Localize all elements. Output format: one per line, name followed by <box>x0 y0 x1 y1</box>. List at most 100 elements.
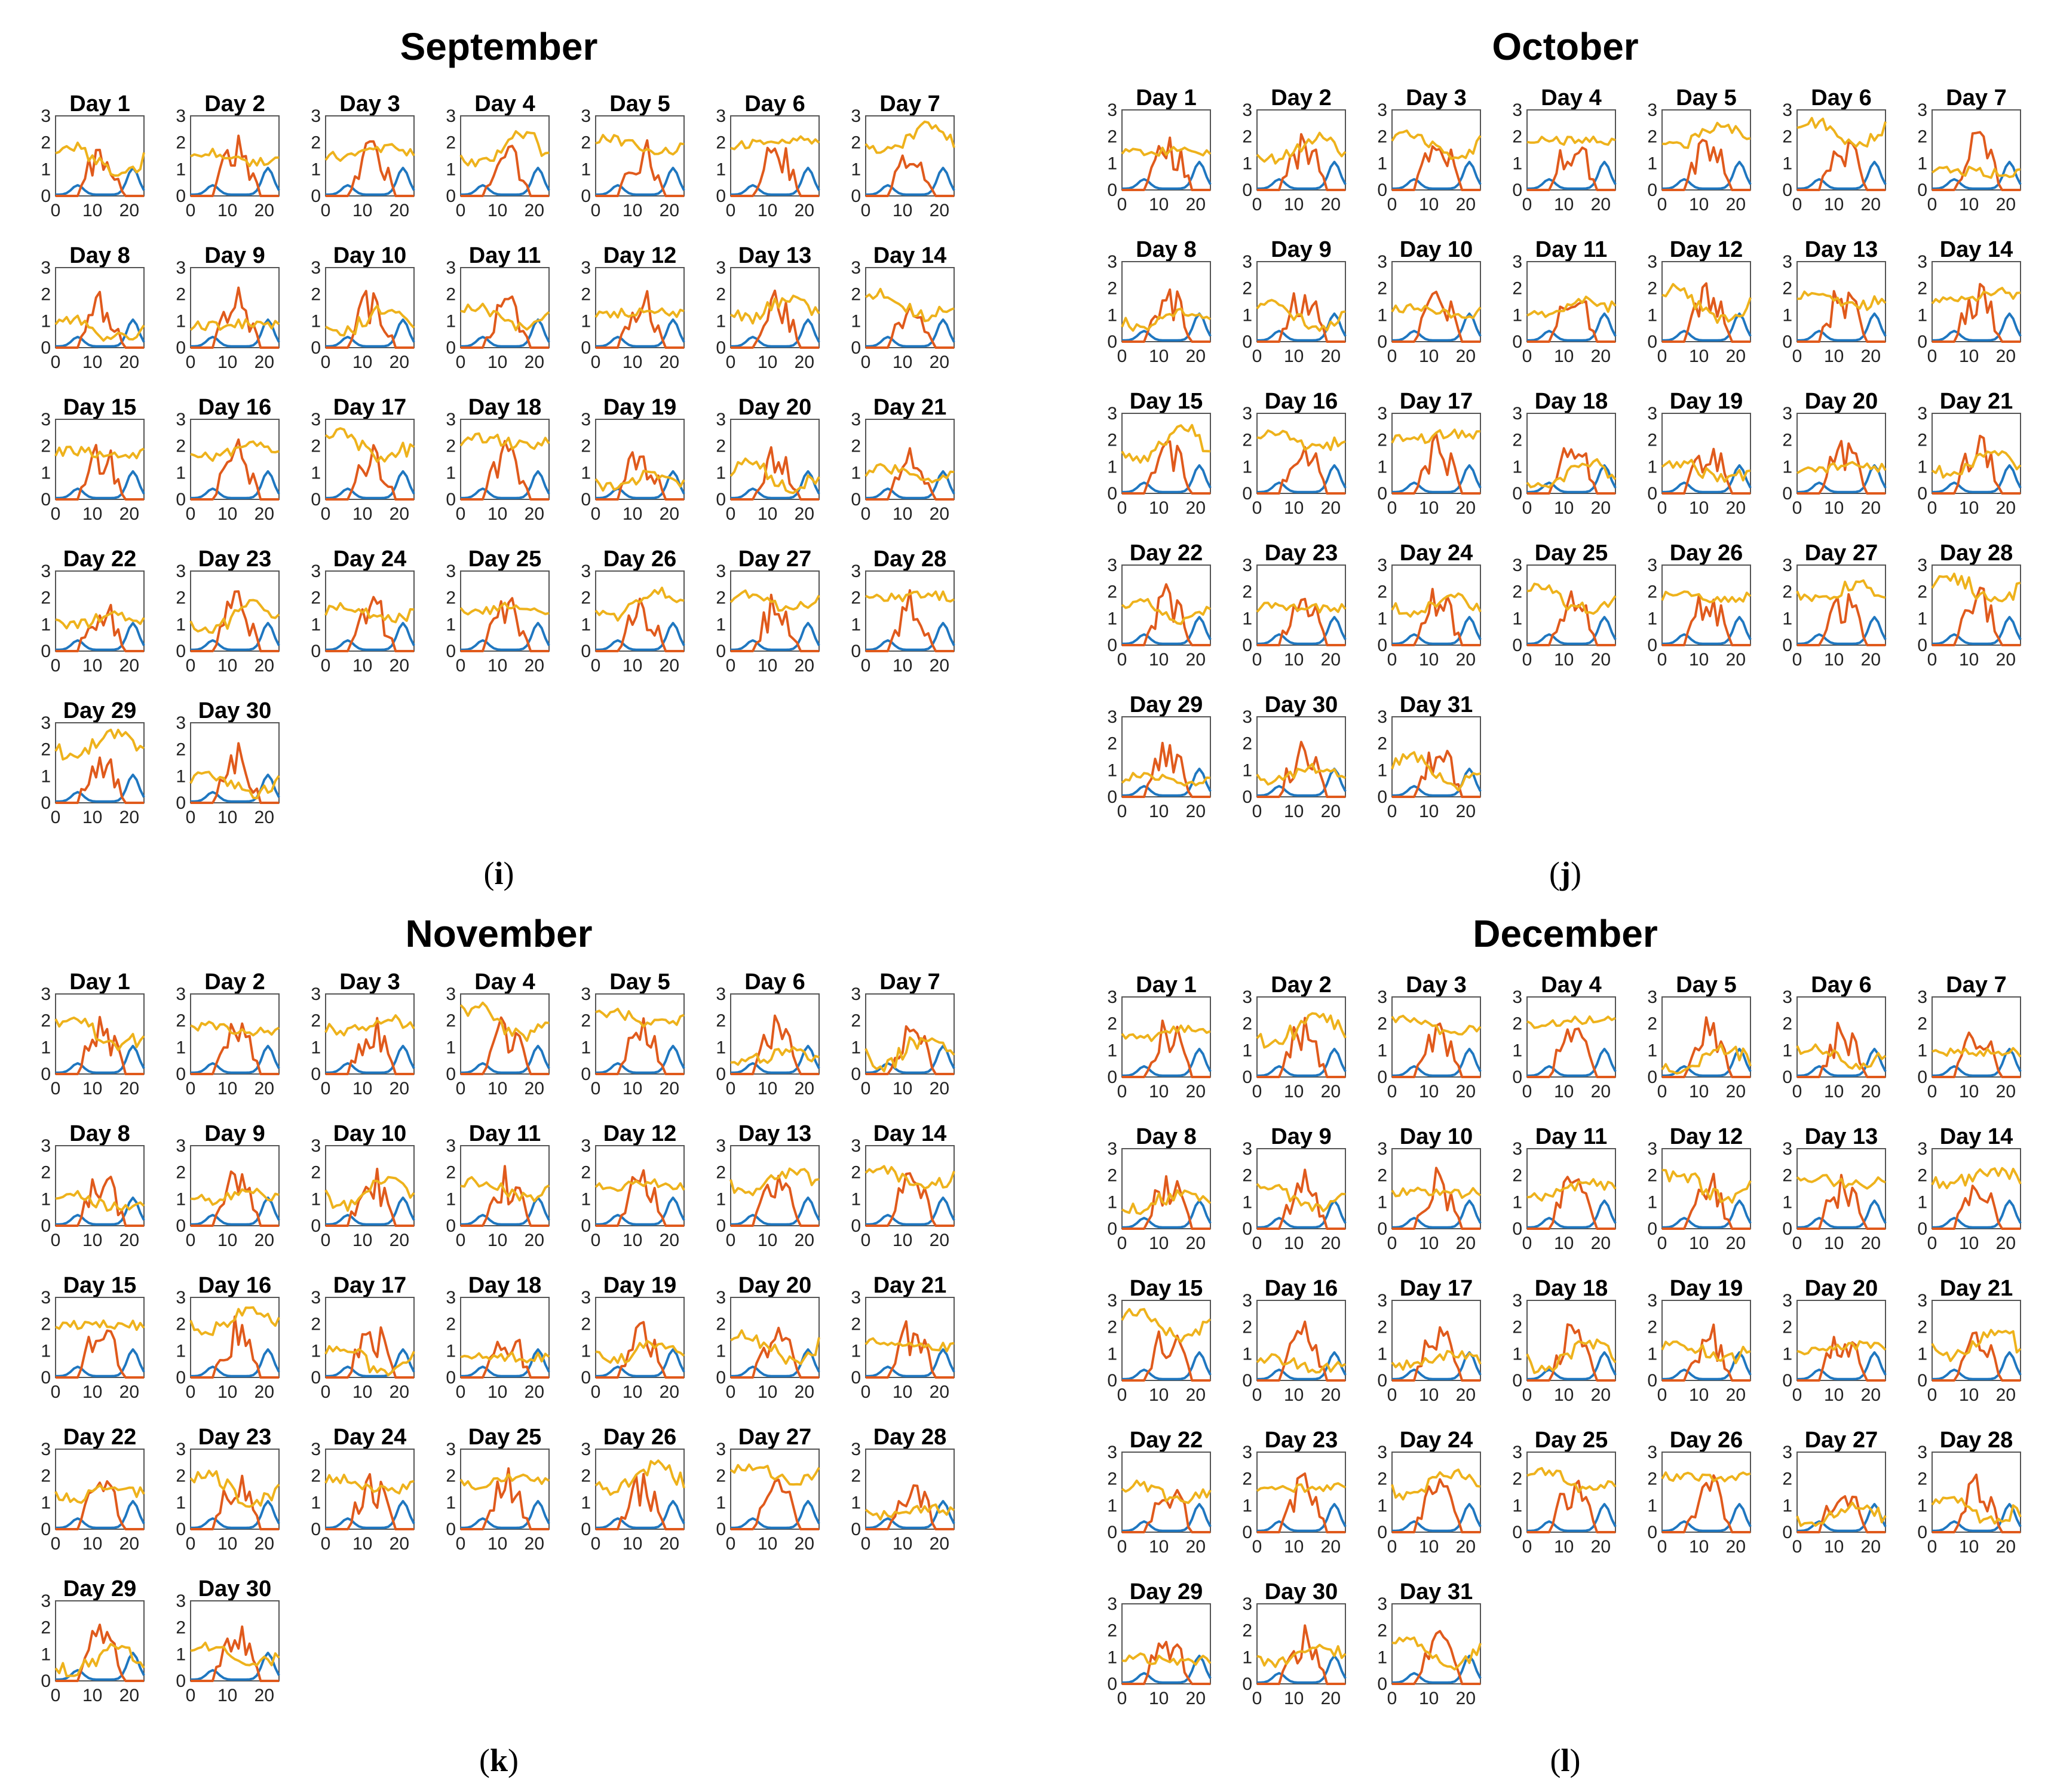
x-tick-label: 10 <box>82 352 102 372</box>
x-tick-label: 20 <box>1726 1537 1746 1557</box>
yellow-series-line <box>1661 1340 1751 1364</box>
yellow-series-line <box>190 1187 280 1206</box>
day-title: Day 11 <box>469 243 541 268</box>
blue-series-line <box>595 1500 685 1529</box>
yellow-series-line <box>1661 283 1752 324</box>
axes-box <box>865 993 955 1075</box>
y-tick-label: 3 <box>716 561 726 581</box>
orange-series-line <box>1122 288 1210 343</box>
x-tick-label: 0 <box>1117 1537 1127 1557</box>
x-tick-label: 20 <box>525 1382 544 1402</box>
axes-box <box>1256 1603 1346 1684</box>
x-tick-label: 0 <box>591 1382 601 1402</box>
y-tick-label: 3 <box>1377 252 1387 272</box>
blue-series-line <box>1391 464 1482 493</box>
x-tick-label: 20 <box>390 1382 409 1402</box>
y-tick-label: 2 <box>1107 1166 1117 1186</box>
day-title: Day 10 <box>1400 1124 1473 1149</box>
x-tick-label: 20 <box>1861 1233 1881 1253</box>
x-tick-label: 20 <box>390 201 409 220</box>
day-title: Day 24 <box>333 547 407 572</box>
x-tick-label: 10 <box>1689 1082 1709 1101</box>
y-tick-label: 0 <box>446 642 456 661</box>
blue-series-line <box>1391 161 1482 190</box>
y-tick-label: 2 <box>716 1315 726 1334</box>
y-tick-label: 2 <box>851 1011 861 1031</box>
y-tick-label: 1 <box>1782 305 1792 325</box>
x-tick-label: 20 <box>1186 1537 1206 1557</box>
x-tick-label: 20 <box>1321 195 1341 214</box>
blue-series-line <box>1796 1351 1887 1380</box>
blue-series-line <box>1256 1503 1347 1532</box>
yellow-series-line <box>864 1503 955 1521</box>
yellow-series-line <box>1256 602 1347 613</box>
y-tick-label: 0 <box>446 1368 456 1388</box>
y-tick-label: 1 <box>41 615 51 634</box>
x-tick-label: 20 <box>795 1534 814 1554</box>
y-tick-label: 0 <box>1512 180 1522 200</box>
x-tick-label: 20 <box>930 201 949 220</box>
day-title: Day 8 <box>69 1121 130 1146</box>
day-title: Day 1 <box>69 91 130 116</box>
y-tick-label: 3 <box>1107 404 1117 424</box>
x-tick-label: 10 <box>1689 1537 1709 1557</box>
y-tick-label: 1 <box>1377 1496 1387 1515</box>
y-tick-label: 3 <box>1242 100 1252 120</box>
y-tick-label: 2 <box>1242 582 1252 602</box>
yellow-series-line <box>459 602 550 616</box>
y-tick-label: 1 <box>1512 1344 1522 1364</box>
x-tick-label: 0 <box>51 1079 61 1098</box>
y-tick-label: 0 <box>1917 180 1927 200</box>
x-tick-label: 20 <box>1456 498 1476 518</box>
y-tick-label: 3 <box>176 106 186 126</box>
x-tick-label: 20 <box>660 504 679 524</box>
x-tick-label: 10 <box>1959 650 1979 670</box>
x-tick-label: 10 <box>1554 1233 1574 1253</box>
x-tick-label: 20 <box>1456 346 1476 366</box>
y-tick-label: 3 <box>1377 556 1387 575</box>
blue-series-line <box>865 622 955 651</box>
yellow-series-line <box>460 302 550 332</box>
orange-series-line <box>731 289 819 349</box>
x-tick-label: 10 <box>758 1231 777 1250</box>
day-title: Day 2 <box>1271 85 1331 111</box>
x-tick-label: 0 <box>321 352 331 372</box>
x-tick-label: 0 <box>1522 1082 1532 1101</box>
day-title: Day 6 <box>744 91 805 116</box>
y-tick-label: 2 <box>1242 1621 1252 1641</box>
day-title: Day 9 <box>1271 1124 1331 1149</box>
x-tick-label: 10 <box>893 201 912 220</box>
orange-series-line <box>1797 1336 1885 1382</box>
x-tick-label: 10 <box>1149 498 1169 518</box>
x-tick-label: 20 <box>119 1382 139 1402</box>
y-tick-label: 2 <box>1377 1469 1387 1489</box>
x-tick-label: 10 <box>893 1079 912 1098</box>
axes-box <box>460 267 550 348</box>
y-tick-label: 0 <box>176 338 186 358</box>
axes-box <box>1121 1452 1211 1533</box>
y-tick-label: 2 <box>1242 279 1252 299</box>
orange-series-line <box>596 139 684 197</box>
y-tick-label: 0 <box>1782 636 1792 655</box>
x-tick-label: 20 <box>255 504 274 524</box>
x-tick-label: 0 <box>1792 195 1802 214</box>
orange-series-line <box>1662 1173 1750 1230</box>
y-tick-label: 1 <box>1107 154 1117 173</box>
panel-title: October <box>1492 25 1638 68</box>
blue-series-line <box>190 167 280 196</box>
day-title: Day 22 <box>63 547 137 572</box>
x-tick-label: 20 <box>1186 650 1206 670</box>
y-tick-label: 3 <box>446 106 456 126</box>
x-tick-label: 0 <box>1252 1689 1262 1708</box>
axes-box <box>730 570 820 652</box>
x-tick-label: 10 <box>1824 498 1844 518</box>
caption-letter: k <box>490 1742 508 1778</box>
x-tick-label: 0 <box>1117 346 1127 366</box>
y-tick-label: 3 <box>1242 707 1252 727</box>
axes-box <box>1661 261 1751 342</box>
